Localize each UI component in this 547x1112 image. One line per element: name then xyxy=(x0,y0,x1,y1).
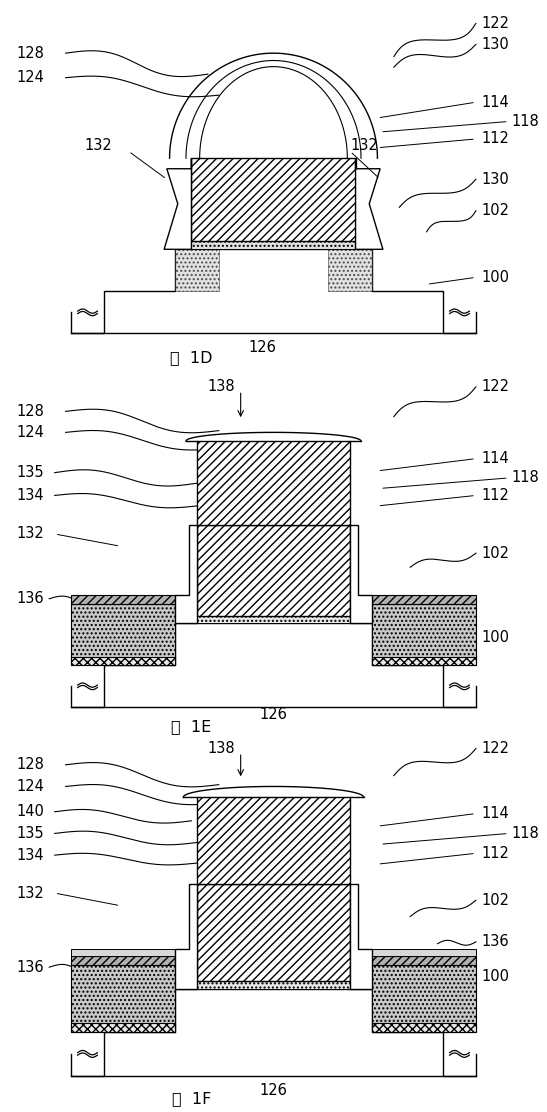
Text: 118: 118 xyxy=(511,113,539,129)
Text: 136: 136 xyxy=(481,934,509,950)
Polygon shape xyxy=(164,158,191,249)
Text: 118: 118 xyxy=(511,826,539,841)
Text: 132: 132 xyxy=(85,139,113,153)
Text: 130: 130 xyxy=(481,37,509,52)
Text: 134: 134 xyxy=(16,488,44,503)
Polygon shape xyxy=(170,53,377,158)
Text: 114: 114 xyxy=(481,806,509,821)
Text: 130: 130 xyxy=(481,171,509,187)
Bar xyxy=(71,956,175,965)
Bar xyxy=(197,616,350,623)
Text: 102: 102 xyxy=(481,893,509,907)
Bar xyxy=(191,158,356,240)
Bar xyxy=(372,965,476,1032)
Bar xyxy=(372,956,476,965)
Text: 126: 126 xyxy=(249,340,276,355)
Bar xyxy=(372,949,476,956)
Text: 136: 136 xyxy=(16,592,44,606)
Text: 100: 100 xyxy=(481,969,509,984)
Text: 112: 112 xyxy=(481,131,509,147)
Bar xyxy=(197,525,350,616)
Text: 114: 114 xyxy=(481,451,509,466)
Polygon shape xyxy=(356,158,383,249)
Bar xyxy=(175,249,219,291)
Text: 122: 122 xyxy=(481,379,509,395)
Text: 100: 100 xyxy=(481,270,509,285)
Text: 124: 124 xyxy=(16,70,44,86)
Bar xyxy=(197,441,350,525)
Polygon shape xyxy=(71,989,476,1075)
Text: 132: 132 xyxy=(16,526,44,542)
Text: 124: 124 xyxy=(16,425,44,440)
Text: 图  1F: 图 1F xyxy=(172,1092,211,1106)
Text: 102: 102 xyxy=(481,203,509,218)
Bar xyxy=(197,797,350,884)
Bar xyxy=(191,240,356,249)
Bar xyxy=(197,884,350,981)
Text: 112: 112 xyxy=(481,488,509,503)
Text: 102: 102 xyxy=(481,546,509,560)
Text: 126: 126 xyxy=(260,1083,287,1098)
Text: 图  1D: 图 1D xyxy=(170,350,213,366)
Polygon shape xyxy=(71,623,476,707)
Text: 132: 132 xyxy=(16,885,44,901)
Text: 122: 122 xyxy=(481,16,509,31)
Text: 128: 128 xyxy=(16,46,44,61)
Bar xyxy=(71,595,175,604)
Bar xyxy=(71,604,175,665)
Polygon shape xyxy=(175,884,197,989)
Text: 图  1E: 图 1E xyxy=(171,719,212,734)
Text: 122: 122 xyxy=(481,741,509,756)
Text: 114: 114 xyxy=(481,95,509,110)
Text: 135: 135 xyxy=(16,465,44,480)
Text: 128: 128 xyxy=(16,404,44,419)
Text: 128: 128 xyxy=(16,757,44,772)
Text: 126: 126 xyxy=(260,707,287,722)
Text: 138: 138 xyxy=(208,741,236,756)
Text: 112: 112 xyxy=(481,846,509,861)
Polygon shape xyxy=(71,249,476,334)
Text: 140: 140 xyxy=(16,804,44,820)
Polygon shape xyxy=(175,525,197,623)
Bar xyxy=(197,981,350,989)
Bar xyxy=(372,595,476,604)
Polygon shape xyxy=(350,525,372,623)
Text: 132: 132 xyxy=(350,139,378,153)
Bar xyxy=(71,656,175,665)
Text: 138: 138 xyxy=(208,379,236,395)
Text: 100: 100 xyxy=(481,629,509,645)
Bar xyxy=(71,965,175,1032)
Bar xyxy=(372,656,476,665)
Bar xyxy=(372,604,476,665)
Text: 124: 124 xyxy=(16,780,44,794)
Bar xyxy=(372,1023,476,1032)
Text: 135: 135 xyxy=(16,826,44,841)
Text: 118: 118 xyxy=(511,470,539,486)
Text: 136: 136 xyxy=(16,960,44,974)
Polygon shape xyxy=(350,884,372,989)
Bar xyxy=(71,949,175,956)
Bar xyxy=(328,249,372,291)
Bar xyxy=(71,1023,175,1032)
Text: 134: 134 xyxy=(16,847,44,863)
